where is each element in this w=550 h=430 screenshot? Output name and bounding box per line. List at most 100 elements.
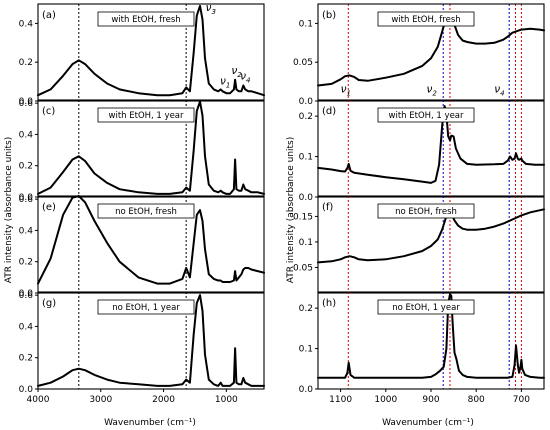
mode-subscript: 3 [211, 8, 215, 16]
y-tick-label: 0.15 [293, 212, 313, 222]
sample-label-box [97, 299, 195, 315]
x-tick-label: 1000 [215, 395, 238, 405]
y-tick-label: 0.4 [19, 322, 34, 332]
panel-a: 0.0 0.2 0.4 (a) with EtOH, fresh [19, 3, 265, 107]
panel-label: (c) [42, 106, 55, 117]
panel-b: 0.0 0.05 0.1 (b) with EtOH, fresh [293, 3, 545, 107]
sample-label: with EtOH, 1 year [109, 111, 185, 121]
mode-label-nu2: ν2 [231, 65, 242, 79]
mode-label-nu4: ν4 [240, 71, 250, 85]
panel-label: (b) [322, 10, 336, 21]
y-tick-label: 0.0 [19, 193, 34, 203]
panel-f: 0.05 0.1 0.15 (f) no EtOH, fresh [293, 195, 545, 294]
y-tick-label: 0.0 [299, 97, 314, 107]
panel-label: (a) [42, 10, 56, 21]
right-ylabel: ATR intensity (absorbance units) [286, 137, 296, 284]
panel-label: (h) [322, 298, 336, 309]
sample-label: no EtOH, 1 year [392, 303, 460, 313]
panel-h: 0.0 0.1 0.2 (h) no EtOH, 1 year 1100 1000 900 80… [299, 291, 545, 405]
mode-subscript: 4 [246, 77, 250, 85]
y-tick-label: 0.0 [299, 193, 314, 203]
y-tick-label: 0.1 [299, 238, 313, 248]
panel-frame [37, 99, 265, 198]
panel-frame [37, 291, 265, 390]
sample-label-box [97, 107, 195, 123]
x-tick-label: 2000 [152, 395, 175, 405]
y-tick-label: 0.6 [19, 99, 34, 109]
sample-label-box [377, 107, 475, 123]
y-tick-label: 0.0 [19, 289, 34, 299]
left-ylabel: ATR intensity (absorbance units) [4, 137, 14, 284]
panel-c: 0.0 0.2 0.4 0.6 (c) with EtOH, 1 year [19, 99, 265, 203]
y-tick-label: 0.6 [19, 291, 34, 301]
sample-label: no EtOH, fresh [395, 207, 457, 217]
panel-frame [37, 195, 265, 294]
x-tick-label: 1000 [374, 395, 397, 405]
panels: 0.0 0.2 0.4 (a) with EtOH, fresh 0.0 0.2 0.4 0.6… [19, 2, 545, 405]
panel-label: (f) [322, 202, 333, 213]
y-tick-label: 0.0 [19, 97, 34, 107]
mode-subscript: 2 [237, 71, 242, 79]
panel-label: (e) [42, 202, 56, 213]
mode-subscript: 2 [432, 89, 437, 97]
sample-label-box [97, 11, 195, 27]
mode-label-nu2: ν2 [426, 83, 437, 97]
y-tick-label: 0.2 [19, 258, 33, 268]
panel-g: 0.0 0.2 0.4 0.6 (g) no EtOH, 1 year 4000 3000 20… [19, 291, 265, 405]
mode-label-nu1: ν1 [341, 83, 351, 97]
mode-label-nu3: ν3 [206, 2, 216, 16]
x-tick-label: 3000 [89, 395, 112, 405]
mode-label-nu4: ν4 [494, 83, 504, 97]
sample-label-box [377, 203, 475, 219]
sample-label-box [377, 299, 475, 315]
mode-subscript: 4 [500, 89, 504, 97]
y-tick-label: 0.2 [19, 58, 33, 68]
panel-e: 0.0 0.2 0.4 0.6 (e) no EtOH, fresh [19, 195, 265, 299]
mode-subscript: 1 [346, 89, 350, 97]
spectrum-line [37, 294, 265, 387]
y-tick-label: 0.05 [293, 263, 313, 273]
y-tick-label: 0.4 [19, 19, 34, 29]
spectrum-line [317, 105, 545, 184]
sample-label-box [377, 11, 475, 27]
panel-d: 0.0 0.1 0.2 (d) with EtOH, 1 year [299, 99, 545, 203]
sample-label: with EtOH, fresh [111, 15, 180, 25]
panel-frame [317, 3, 545, 102]
right-xlabel: Wavenumber (cm⁻¹) [382, 418, 474, 428]
x-tick-label: 4000 [27, 395, 50, 405]
panel-frame [317, 195, 545, 294]
x-tick-label: 800 [468, 395, 485, 405]
y-tick-label: 0.4 [19, 226, 34, 236]
y-tick-label: 0.2 [299, 304, 313, 314]
y-tick-label: 0.0 [19, 385, 34, 395]
mode-label-nu1: ν1 [220, 76, 230, 90]
sample-label: no EtOH, fresh [115, 207, 177, 217]
sample-label: no EtOH, 1 year [112, 303, 180, 313]
y-tick-label: 0.1 [299, 19, 313, 29]
y-tick-label: 0.2 [299, 112, 313, 122]
y-tick-label: 0.05 [293, 58, 313, 68]
mode-subscript: 1 [226, 82, 230, 90]
y-tick-label: 0.0 [299, 385, 314, 395]
spectrum-line [37, 4, 265, 97]
sample-label: with EtOH, fresh [391, 15, 460, 25]
y-tick-label: 0.1 [299, 345, 313, 355]
y-tick-label: 0.2 [19, 354, 33, 364]
spectrum-line [37, 100, 265, 195]
y-tick-label: 0.2 [19, 162, 33, 172]
y-tick-label: 0.1 [299, 153, 313, 163]
sample-label: with EtOH, 1 year [389, 111, 465, 121]
x-tick-label: 900 [422, 395, 439, 405]
left-xlabel: Wavenumber (cm⁻¹) [104, 418, 196, 428]
spectrum-line [37, 195, 265, 285]
panel-frame [37, 3, 265, 102]
y-tick-label: 0.6 [19, 195, 34, 205]
x-tick-label: 1100 [329, 395, 352, 405]
y-tick-label: 0.4 [19, 130, 34, 140]
x-tick-label: 700 [513, 395, 530, 405]
spectrum-line [317, 293, 545, 379]
sample-label-box [97, 203, 195, 219]
panel-frame [317, 99, 545, 198]
panel-label: (g) [42, 298, 56, 309]
